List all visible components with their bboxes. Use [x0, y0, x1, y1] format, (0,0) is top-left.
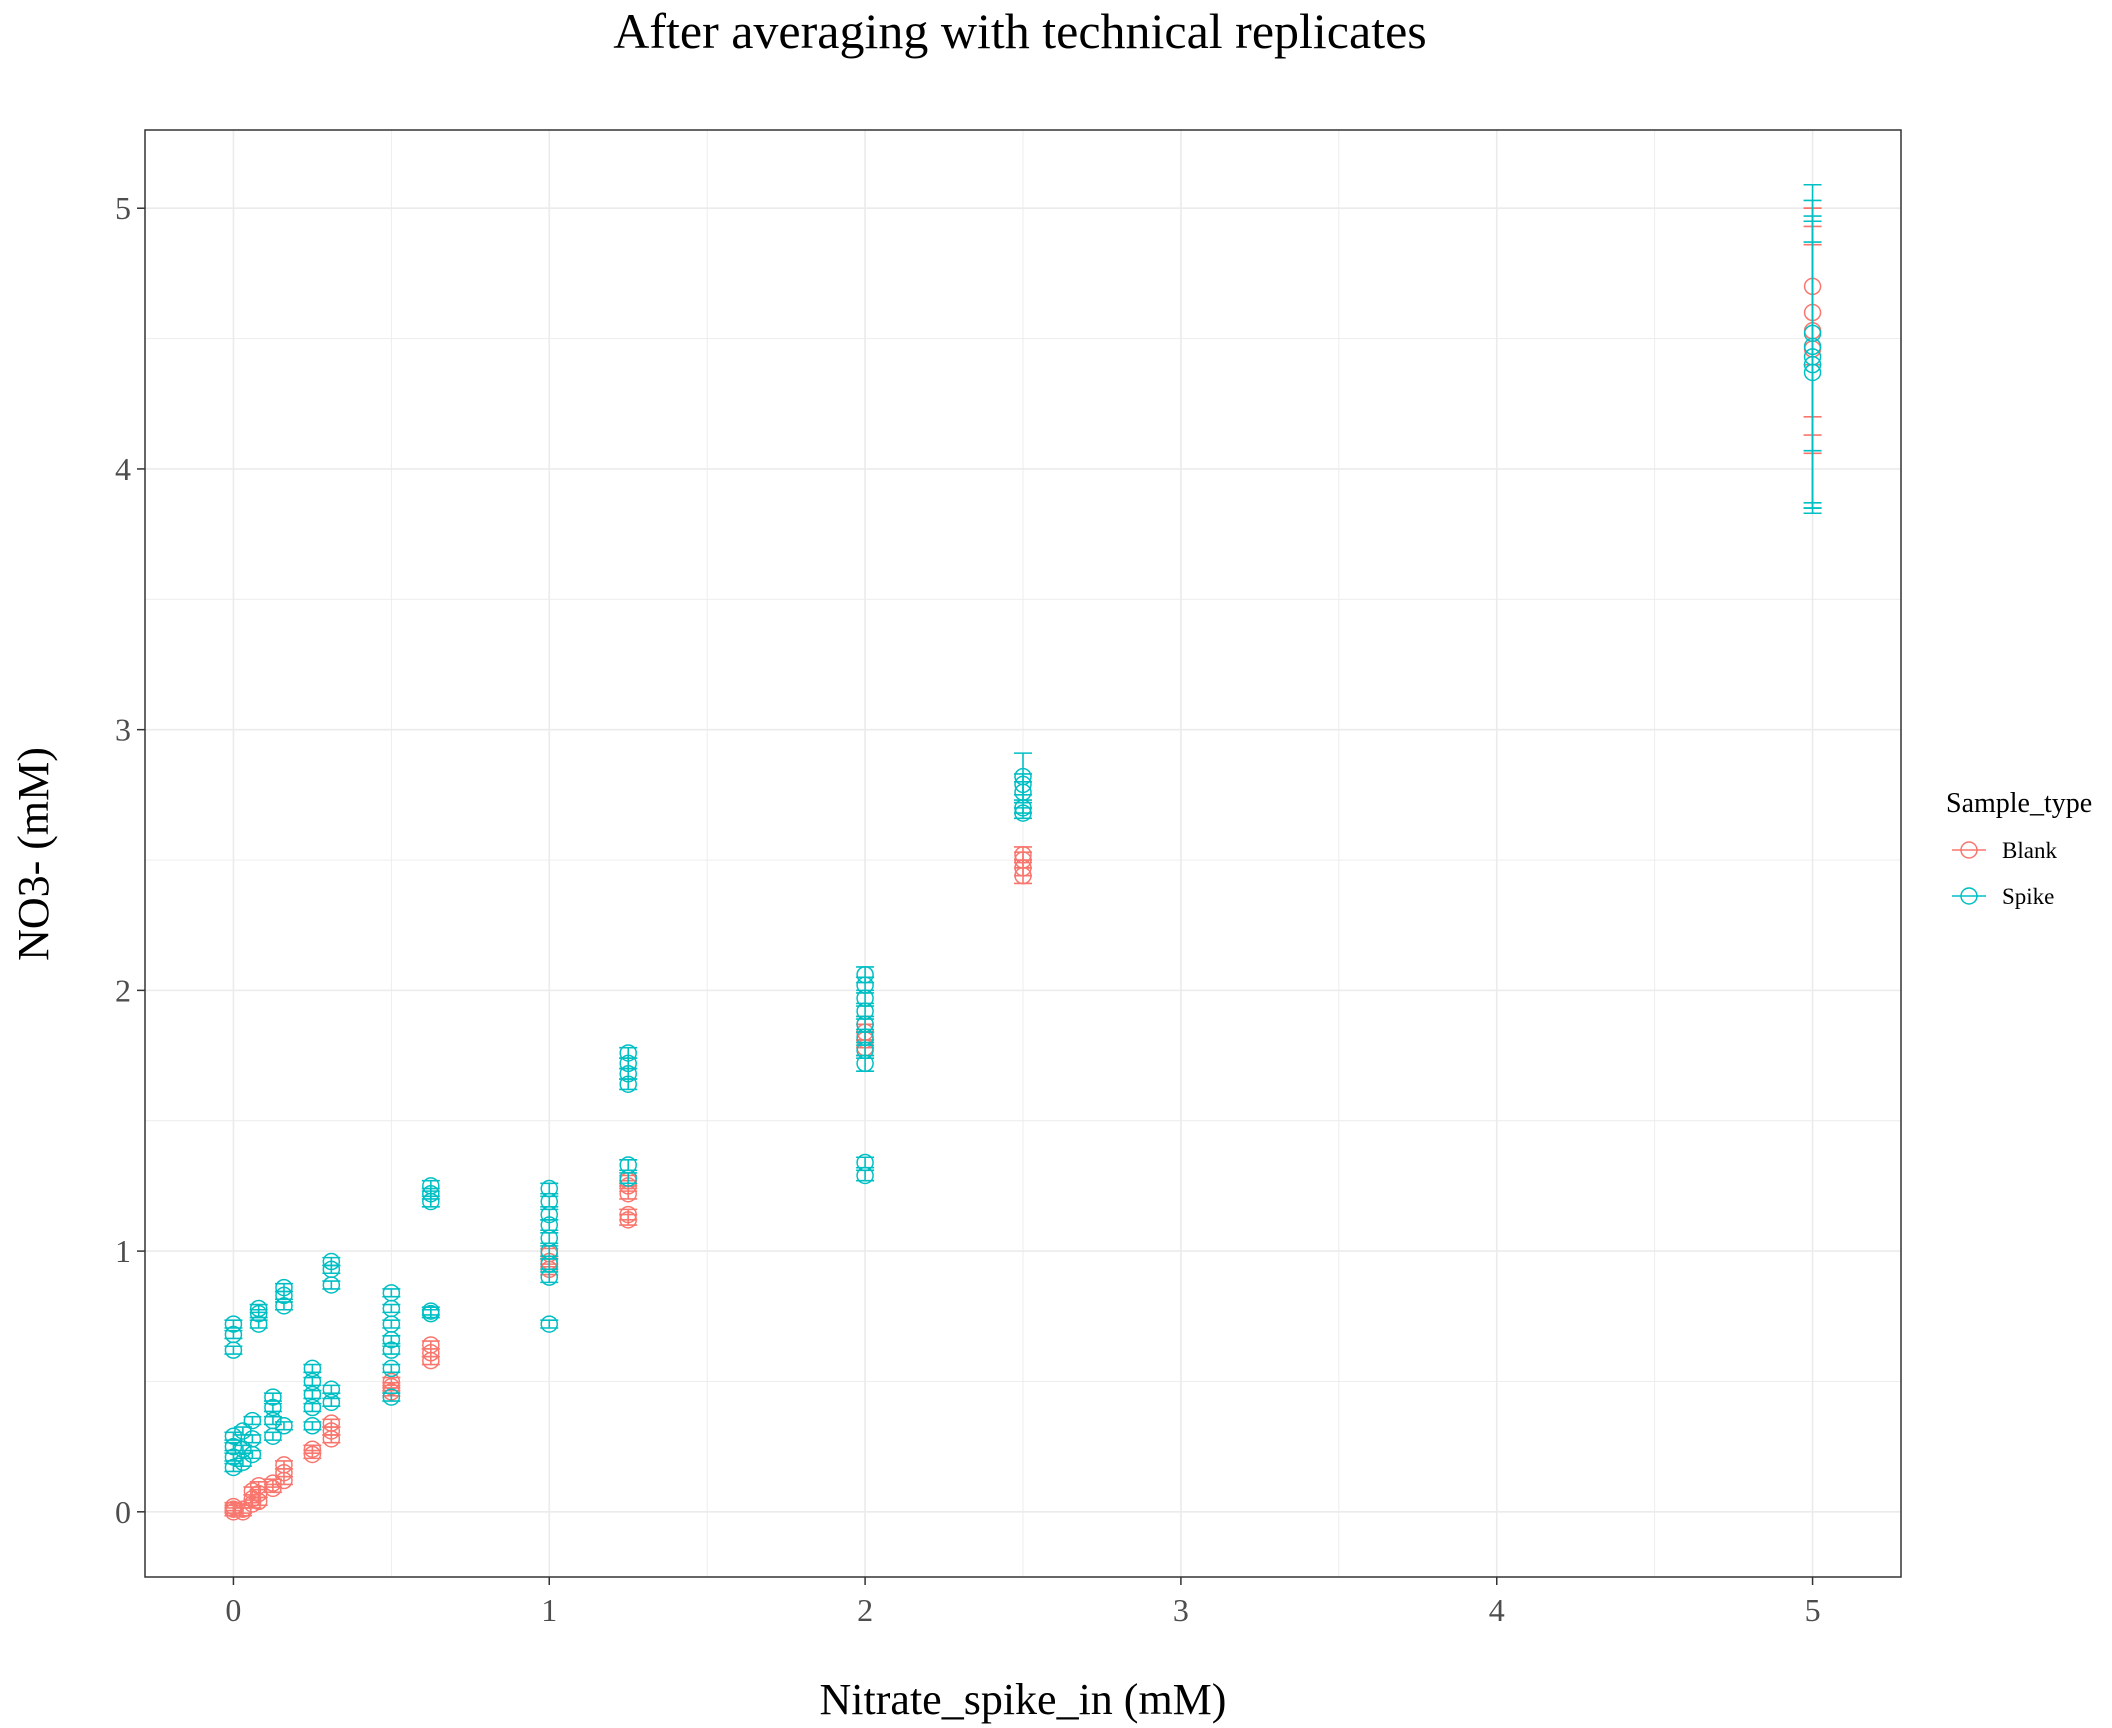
data-point	[264, 1474, 282, 1492]
data-point	[382, 1388, 401, 1406]
x-tick-label: 5	[1805, 1592, 1821, 1628]
data-point	[243, 1430, 262, 1448]
y-axis-title: NO3- (mM)	[9, 747, 58, 961]
y-tick-label: 1	[115, 1233, 131, 1269]
y-tick-label: 4	[115, 451, 131, 487]
chart-title: After averaging with technical replicate…	[613, 3, 1427, 59]
data-point	[619, 1156, 637, 1174]
data-point	[275, 1278, 293, 1297]
data-point	[322, 1393, 341, 1412]
x-tick-label: 1	[541, 1592, 557, 1628]
data-point	[856, 1153, 874, 1172]
legend-item-spike: Spike	[1952, 884, 2054, 909]
legend-label: Spike	[2002, 884, 2054, 909]
data-point	[303, 1359, 322, 1378]
y-tick-label: 5	[115, 190, 131, 226]
data-point	[303, 1372, 322, 1391]
data-point	[275, 1456, 293, 1474]
data-point	[1014, 846, 1032, 864]
data-point	[249, 1476, 268, 1495]
axes: 0 1 2 3 4 5 0 1 2 3 4 5	[115, 190, 1821, 1628]
data-point	[382, 1359, 401, 1378]
data-point	[382, 1284, 401, 1302]
data-point	[422, 1336, 440, 1354]
data-point	[322, 1414, 341, 1432]
data-point	[249, 1299, 268, 1318]
legend-items: Blank Spike	[1952, 838, 2057, 909]
y-tick-label: 0	[115, 1494, 131, 1530]
data-point	[322, 1380, 341, 1399]
data-marks	[224, 183, 1822, 1521]
data-point	[303, 1417, 322, 1435]
grid-lines	[145, 130, 1901, 1577]
data-point	[224, 1315, 243, 1333]
x-axis-title: Nitrate_spike_in (mM)	[820, 1675, 1227, 1724]
x-tick-label: 2	[857, 1592, 873, 1628]
data-point	[619, 1044, 637, 1062]
data-point	[1803, 324, 1822, 343]
data-point	[243, 1411, 262, 1430]
plot-border	[144, 129, 1902, 1578]
data-point	[224, 1427, 243, 1445]
x-tick-label: 3	[1173, 1592, 1189, 1628]
data-point	[422, 1302, 440, 1320]
y-tick-label: 3	[115, 712, 131, 748]
data-point	[422, 1177, 440, 1195]
data-point	[322, 1252, 341, 1271]
data-point	[264, 1411, 282, 1430]
data-point	[264, 1388, 282, 1406]
data-point	[275, 1417, 293, 1435]
data-point	[303, 1440, 322, 1458]
data-point	[856, 965, 874, 984]
data-point	[224, 1497, 243, 1516]
legend-item-blank: Blank	[1952, 838, 2057, 863]
legend-key-circle	[1960, 841, 1978, 859]
series-spike	[224, 183, 1822, 1477]
legend: Sample_type Blank Spike	[1946, 788, 2092, 909]
data-point	[303, 1398, 322, 1417]
legend-key-circle	[1960, 887, 1978, 905]
data-point	[1014, 767, 1032, 786]
data-point	[234, 1440, 252, 1458]
legend-title: Sample_type	[1946, 788, 2092, 819]
data-point	[619, 1205, 637, 1224]
y-tick-label: 2	[115, 972, 131, 1008]
data-point	[234, 1500, 252, 1518]
data-point	[540, 1315, 559, 1333]
x-tick-label: 4	[1489, 1592, 1505, 1628]
legend-label: Blank	[2002, 838, 2057, 863]
x-tick-label: 0	[225, 1592, 241, 1628]
data-point	[540, 1179, 559, 1198]
data-point	[303, 1385, 322, 1404]
